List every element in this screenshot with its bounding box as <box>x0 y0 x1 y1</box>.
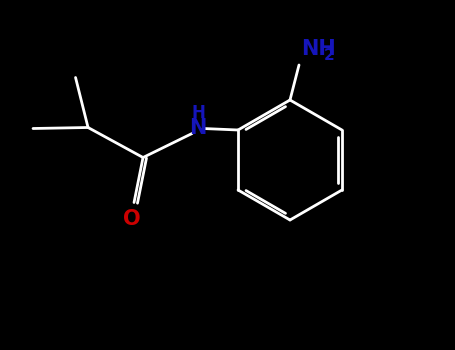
Text: 2: 2 <box>324 48 335 63</box>
Text: O: O <box>123 209 140 229</box>
Text: N: N <box>189 118 207 138</box>
Text: NH: NH <box>301 39 336 59</box>
Text: H: H <box>191 104 205 121</box>
